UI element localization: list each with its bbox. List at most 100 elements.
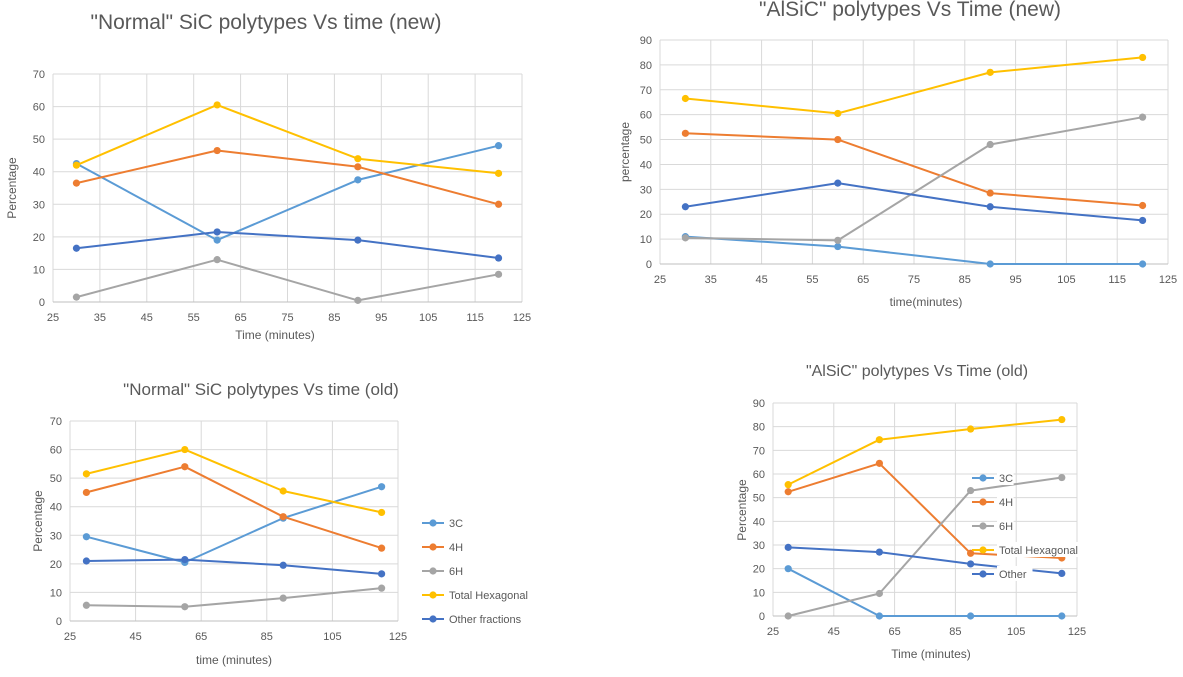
data-point: [875, 589, 884, 598]
x-tick-label: 85: [328, 312, 340, 324]
y-tick-label: 50: [33, 134, 45, 146]
data-point: [72, 244, 81, 252]
data-point: [681, 129, 690, 137]
x-tick-label: 105: [1007, 626, 1025, 638]
legend-swatch-marker: [429, 519, 437, 527]
legend-label: 4H: [999, 497, 1013, 509]
y-tick-label: 70: [753, 445, 765, 457]
x-tick-label: 95: [1009, 274, 1021, 286]
legend-label: Other fractions: [449, 614, 522, 626]
legend-swatch-marker: [979, 522, 987, 530]
series-line-6h: [86, 587, 382, 608]
data-point: [72, 179, 81, 187]
x-tick-label: 45: [129, 631, 141, 643]
data-point: [986, 203, 994, 211]
data-point: [784, 543, 792, 551]
chart-3: "Normal" SiC polytypes Vs time (old) 0 10 2…: [31, 380, 528, 667]
data-point: [1058, 473, 1066, 482]
y-tick-label: 30: [640, 184, 652, 196]
x-tick-label: 115: [1108, 274, 1126, 286]
y-tick-label: 80: [640, 60, 652, 72]
x-tick-label: 35: [705, 274, 717, 286]
y-axis-title: percentage: [618, 122, 632, 182]
x-axis-title: Time (minutes): [235, 328, 315, 342]
series-line-3c: [86, 485, 382, 564]
data-point: [1058, 569, 1066, 578]
y-tick-label: 0: [646, 259, 652, 271]
data-point: [181, 445, 189, 454]
chart-2: "AlSiC" polytypes Vs Time (new) 0 10 20 30 40…: [618, 0, 1177, 309]
y-tick-label: 90: [753, 398, 765, 410]
data-point: [494, 142, 503, 150]
series-line-total-hexagonal: [86, 448, 382, 514]
data-point: [681, 203, 690, 211]
y-tick-label: 60: [753, 469, 765, 481]
data-point: [72, 161, 81, 169]
x-tick-label: 115: [466, 312, 484, 324]
x-tick-label: 125: [513, 312, 531, 324]
data-point: [834, 242, 842, 251]
legend-label: 6H: [449, 566, 463, 578]
x-tick-label: 25: [654, 274, 666, 286]
legend: 3C 4H 6H Total Hexagonal Other fractions: [422, 518, 528, 626]
y-tick-label: 60: [640, 110, 652, 122]
data-point: [875, 548, 884, 556]
legend-label: 3C: [449, 518, 463, 530]
data-point: [1139, 260, 1147, 268]
x-tick-label: 45: [141, 312, 153, 324]
y-tick-label: 90: [640, 35, 652, 47]
y-tick-label: 30: [33, 199, 45, 211]
series-line-total-hexagonal: [76, 103, 499, 175]
data-point: [72, 293, 81, 301]
data-point: [378, 584, 386, 592]
y-axis-title: Percentage: [5, 157, 19, 219]
data-point: [1139, 201, 1147, 210]
chart-title: "AlSiC" polytypes Vs Time (old): [806, 363, 1028, 380]
data-point: [82, 557, 90, 565]
y-tick-label: 0: [39, 297, 45, 309]
legend-label-bg: [997, 470, 1014, 485]
data-point: [1058, 415, 1066, 424]
x-tick-label: 105: [323, 631, 341, 643]
y-tick-label: 20: [33, 232, 45, 244]
data-point: [82, 488, 90, 497]
y-tick-label: 10: [50, 587, 62, 599]
y-tick-label: 30: [753, 540, 765, 552]
data-point: [1139, 113, 1147, 121]
data-point: [967, 560, 975, 568]
x-tick-label: 95: [375, 312, 387, 324]
y-tick-label: 30: [50, 530, 62, 542]
series-line-4h: [76, 149, 499, 206]
legend-label: 4H: [449, 542, 463, 554]
x-tick-label: 125: [389, 631, 407, 643]
data-point: [279, 594, 287, 602]
legend-label: Total Hexagonal: [999, 545, 1078, 557]
data-point: [213, 146, 221, 155]
x-tick-label: 25: [47, 312, 59, 324]
x-tick-label: 105: [1057, 274, 1075, 286]
series-line-3c: [685, 235, 1143, 265]
legend-label-bg: [997, 494, 1014, 509]
x-tick-label: 65: [234, 312, 246, 324]
x-tick-label: 45: [755, 274, 767, 286]
legend: 3C 4H 6H Total Hexagonal Other: [972, 470, 1096, 581]
x-tick-label: 55: [806, 274, 818, 286]
y-axis-title: Percentage: [31, 490, 45, 552]
legend-swatch-marker: [979, 570, 987, 578]
data-point: [986, 68, 994, 76]
y-tick-label: 0: [56, 616, 62, 628]
data-point: [354, 155, 362, 163]
x-tick-label: 85: [949, 626, 961, 638]
legend-label: Other: [999, 569, 1027, 581]
x-tick-label: 85: [959, 274, 971, 286]
y-tick-label: 10: [33, 264, 45, 276]
legend-label-bg: [997, 542, 1096, 557]
data-point: [181, 603, 189, 611]
data-point: [213, 236, 221, 244]
x-tick-label: 45: [828, 626, 840, 638]
legend-label: Total Hexagonal: [449, 590, 528, 602]
data-point: [967, 549, 975, 557]
series-line-6h: [76, 258, 499, 302]
y-tick-label: 0: [759, 611, 765, 623]
